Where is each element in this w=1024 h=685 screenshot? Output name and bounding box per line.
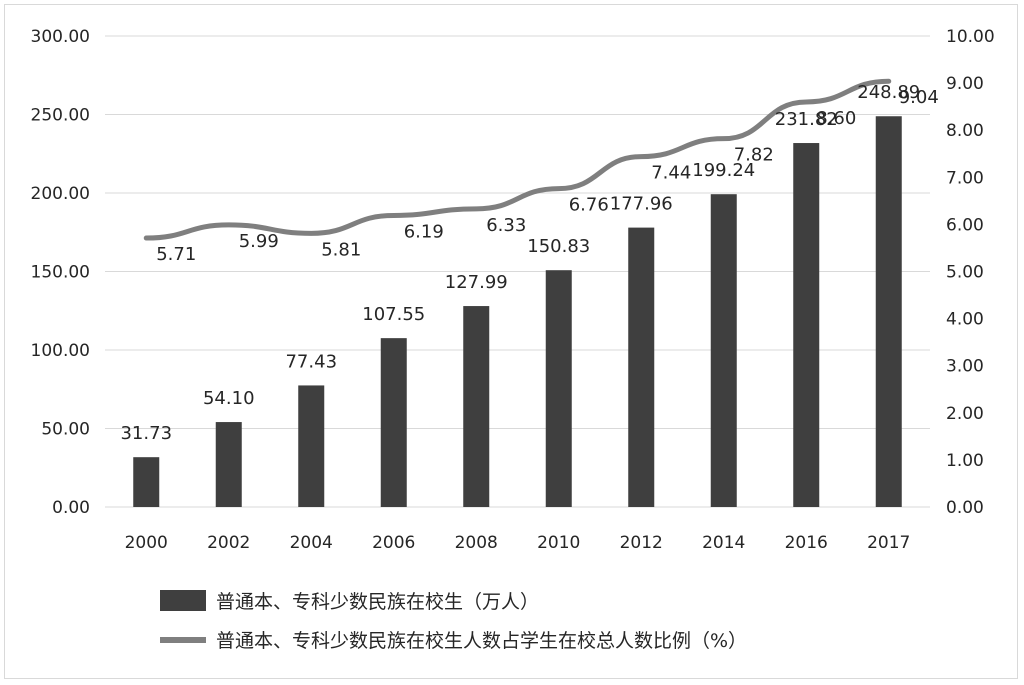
x-axis-ticks: 2000 2002 2004 2006 2008 2010 2012 2014 2016 2017 [125, 533, 911, 553]
line-data-label: 8.60 [816, 108, 856, 129]
line-data-label: 9.04 [899, 87, 939, 108]
line-data-label: 5.71 [156, 244, 196, 265]
y-right-tick-label: 9.00 [946, 74, 984, 94]
bar-data-label: 77.43 [285, 351, 337, 372]
line-data-label: 7.82 [734, 145, 774, 166]
x-tick-label: 2000 [125, 533, 168, 553]
bar [710, 194, 737, 507]
y-right-tick-label: 4.00 [946, 310, 984, 330]
bar-data-label: 127.99 [445, 272, 508, 293]
gridlines [105, 35, 930, 508]
line-data-label: 6.76 [569, 195, 609, 216]
bar [793, 143, 820, 507]
y-right-tick-label: 0.00 [946, 498, 984, 518]
x-tick-label: 2017 [867, 533, 910, 553]
legend-bar-label: 普通本、专科少数民族在校生（万人） [216, 591, 539, 613]
line-data-label: 6.19 [404, 221, 444, 242]
bar [875, 116, 902, 507]
bar-data-label: 31.73 [120, 423, 172, 444]
bar-data-label: 150.83 [527, 236, 590, 257]
y-left-tick-label: 150.00 [31, 263, 90, 283]
legend: 普通本、专科少数民族在校生（万人） 普通本、专科少数民族在校生人数占学生在校总人… [160, 590, 747, 652]
bar [380, 338, 407, 507]
y-left-tick-label: 0.00 [52, 498, 90, 518]
y-left-tick-label: 200.00 [31, 184, 90, 204]
x-tick-label: 2006 [372, 533, 415, 553]
legend-line-label: 普通本、专科少数民族在校生人数占学生在校总人数比例（%） [216, 630, 747, 652]
y-left-tick-label: 250.00 [31, 106, 90, 126]
chart-frame [4, 4, 1018, 679]
line-data-label: 7.44 [651, 163, 691, 184]
legend-bar-swatch [160, 590, 206, 611]
line-data-labels: 5.71 5.99 5.81 6.19 6.33 6.76 7.44 7.82 8.60 9.04 [156, 87, 939, 265]
y-axis-left-ticks: 0.00 50.00 100.00 150.00 200.00 250.00 300.00 [31, 27, 90, 518]
x-tick-label: 2010 [537, 533, 580, 553]
y-left-tick-label: 100.00 [31, 341, 90, 361]
line-series [143, 78, 892, 241]
y-left-tick-label: 50.00 [41, 420, 90, 440]
bar-data-label: 177.96 [610, 194, 673, 215]
y-axis-right-ticks: 0.00 1.00 2.00 3.00 4.00 5.00 6.00 7.00 8.00 9.00… [946, 27, 995, 518]
y-left-tick-label: 300.00 [31, 27, 90, 47]
x-tick-label: 2016 [785, 533, 828, 553]
x-tick-label: 2002 [207, 533, 250, 553]
bar-data-labels: 31.73 54.10 77.43 107.55 127.99 150.83 177.96 1… [120, 82, 920, 444]
y-right-tick-label: 2.00 [946, 404, 984, 424]
y-right-tick-label: 1.00 [946, 451, 984, 471]
bar [298, 385, 325, 507]
bar-series [133, 116, 902, 508]
line-data-label: 5.99 [239, 231, 279, 252]
y-right-tick-label: 3.00 [946, 357, 984, 377]
y-right-tick-label: 5.00 [946, 263, 984, 283]
y-right-tick-label: 7.00 [946, 168, 984, 188]
line-data-label: 5.81 [321, 239, 361, 260]
y-right-tick-label: 8.00 [946, 121, 984, 141]
bar-data-label: 248.89 [857, 82, 920, 103]
x-tick-label: 2004 [290, 533, 333, 553]
bar [545, 270, 572, 507]
line-data-label: 6.33 [486, 215, 526, 236]
y-right-tick-label: 10.00 [946, 27, 995, 47]
bar [628, 227, 655, 508]
bar-data-label: 54.10 [203, 388, 255, 409]
y-right-tick-label: 6.00 [946, 215, 984, 235]
bar-data-label: 107.55 [362, 304, 425, 325]
bar-data-label: 231.82 [775, 109, 838, 130]
bar [215, 422, 242, 507]
bar [133, 457, 160, 507]
x-tick-label: 2014 [702, 533, 745, 553]
bar [463, 306, 490, 507]
x-tick-label: 2012 [620, 533, 663, 553]
x-tick-label: 2008 [455, 533, 498, 553]
series-line [143, 78, 892, 241]
bar-data-label: 199.24 [692, 160, 755, 181]
